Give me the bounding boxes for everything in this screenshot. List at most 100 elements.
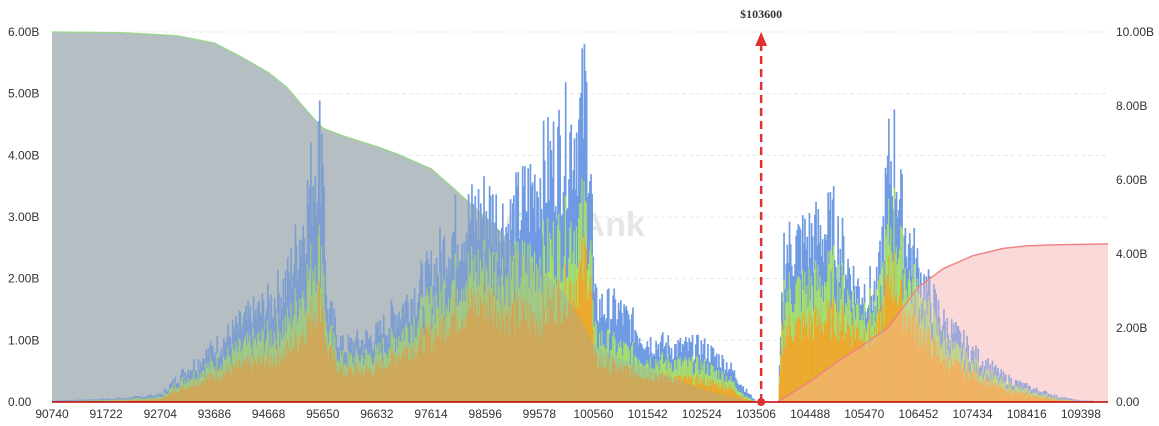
- liquidation-bar-orange: [397, 362, 399, 402]
- liquidation-bar-orange: [690, 377, 693, 402]
- liquidation-bar-orange: [965, 371, 967, 402]
- liquidation-bar-orange: [590, 276, 592, 402]
- liquidation-bar-orange: [354, 376, 356, 402]
- liquidation-bar-orange: [200, 384, 203, 402]
- liquidation-bar-orange: [203, 380, 205, 402]
- liquidation-bar-orange: [1011, 393, 1014, 402]
- liquidation-bar-orange: [150, 398, 152, 402]
- liquidation-bar-orange: [969, 380, 972, 402]
- liquidation-bar-orange: [361, 369, 364, 402]
- liquidation-bar-orange: [210, 373, 213, 402]
- liquidation-bar-orange: [1037, 397, 1040, 402]
- liquidation-bar-orange: [450, 328, 452, 402]
- liquidation-bar-orange: [334, 354, 337, 402]
- liquidation-bar-orange: [961, 369, 964, 402]
- x-tick-label: 97614: [414, 407, 448, 421]
- x-tick-label: 103506: [736, 407, 776, 421]
- liquidation-bar-orange: [868, 341, 870, 402]
- liquidation-bar-orange: [978, 383, 981, 402]
- liquidation-bar-orange: [548, 321, 550, 402]
- y-right-tick-label: 10.00B: [1116, 25, 1154, 39]
- liquidation-bar-orange: [876, 336, 879, 402]
- liquidation-bar-orange: [894, 297, 897, 402]
- liquidation-bar-orange: [252, 354, 255, 402]
- liquidation-bar-orange: [686, 376, 688, 402]
- liquidation-bar-orange: [429, 334, 431, 402]
- liquidation-bar-orange: [166, 397, 169, 402]
- x-tick-label: 99578: [523, 407, 557, 421]
- liquidation-bar-orange: [710, 379, 713, 402]
- liquidation-bar-orange: [385, 368, 387, 402]
- liquidation-bar-orange: [1024, 392, 1027, 402]
- liquidation-bar-orange: [147, 399, 150, 402]
- liquidation-bar-orange: [489, 292, 492, 402]
- liquidation-bar-orange: [283, 359, 286, 402]
- liquidation-bar-orange: [572, 298, 575, 402]
- liquidation-bar-orange: [867, 343, 869, 402]
- liquidation-bar-orange: [226, 370, 228, 402]
- liquidation-bar-orange: [831, 304, 834, 402]
- liquidation-bar-orange: [712, 380, 715, 402]
- liquidation-bar-orange: [825, 324, 827, 402]
- liquidation-bar-orange: [956, 360, 959, 402]
- liquidation-bar-orange: [179, 388, 182, 402]
- liquidation-bar-orange: [134, 399, 137, 402]
- liquidation-bar-orange: [401, 351, 404, 402]
- liquidation-bar-orange: [173, 393, 176, 402]
- liquidation-bar-orange: [504, 332, 506, 402]
- liquidation-bar-orange: [853, 329, 856, 402]
- liquidation-bar-orange: [478, 315, 481, 402]
- liquidation-bar-orange: [237, 368, 239, 402]
- liquidation-bar-orange: [815, 305, 817, 402]
- liquidation-bar-orange: [505, 311, 507, 402]
- y-left-tick-label: 0.00: [8, 395, 32, 409]
- liquidation-bar-orange: [447, 327, 450, 402]
- liquidation-bar-orange: [497, 311, 500, 402]
- liquidation-bar-orange: [977, 372, 980, 402]
- liquidation-bar-orange: [558, 279, 560, 402]
- liquidation-bar-orange: [580, 259, 582, 402]
- liquidation-bar-orange: [821, 323, 824, 402]
- liquidation-bar-orange: [782, 353, 784, 402]
- liquidation-bar-orange: [311, 331, 313, 402]
- liquidation-bar-orange: [1036, 396, 1039, 402]
- liquidation-bar-orange: [733, 389, 736, 402]
- liquidation-bar-orange: [209, 371, 212, 402]
- liquidation-bar-orange: [381, 373, 384, 402]
- liquidation-bar-orange: [1050, 398, 1052, 402]
- liquidation-bar-orange: [176, 392, 179, 402]
- liquidation-bar-orange: [741, 397, 743, 402]
- liquidation-bar-orange: [674, 376, 676, 402]
- liquidation-bar-orange: [297, 348, 300, 402]
- liquidation-bar-orange: [476, 316, 479, 402]
- liquidation-bar-green: [80, 400, 83, 402]
- liquidation-bar-orange: [666, 381, 668, 402]
- liquidation-bar-orange: [954, 364, 956, 402]
- liquidation-bar-orange: [875, 319, 878, 402]
- liquidation-bar-orange: [789, 326, 792, 402]
- liquidation-bar-orange: [407, 349, 409, 402]
- liquidation-bar-orange: [144, 400, 147, 402]
- liquidation-bar-orange: [375, 362, 377, 402]
- liquidation-bar-orange: [687, 380, 689, 402]
- liquidation-bar-orange: [333, 349, 335, 402]
- liquidation-bar-orange: [1005, 393, 1008, 402]
- x-tick-label: 104488: [790, 407, 830, 421]
- liquidation-bar-orange: [403, 358, 406, 402]
- liquidation-bar-orange: [501, 298, 504, 402]
- liquidation-bar-orange: [792, 341, 794, 402]
- current-price-dot: [757, 398, 766, 406]
- liquidation-bar-orange: [739, 396, 741, 402]
- liquidation-bar-orange: [573, 283, 576, 402]
- liquidation-bar-orange: [854, 339, 857, 402]
- liquidation-bar-orange: [588, 294, 590, 402]
- liquidation-bar-green: [117, 399, 119, 402]
- liquidation-bar-orange: [1031, 396, 1034, 402]
- liquidation-bar-orange: [453, 313, 456, 402]
- liquidation-bar-orange: [944, 358, 946, 402]
- liquidation-bar-orange: [625, 365, 628, 402]
- liquidation-bar-orange: [721, 382, 724, 402]
- y-right-tick-label: 2.00B: [1116, 321, 1147, 335]
- liquidation-bar-blue: [746, 393, 749, 402]
- liquidation-bar-orange: [640, 377, 643, 402]
